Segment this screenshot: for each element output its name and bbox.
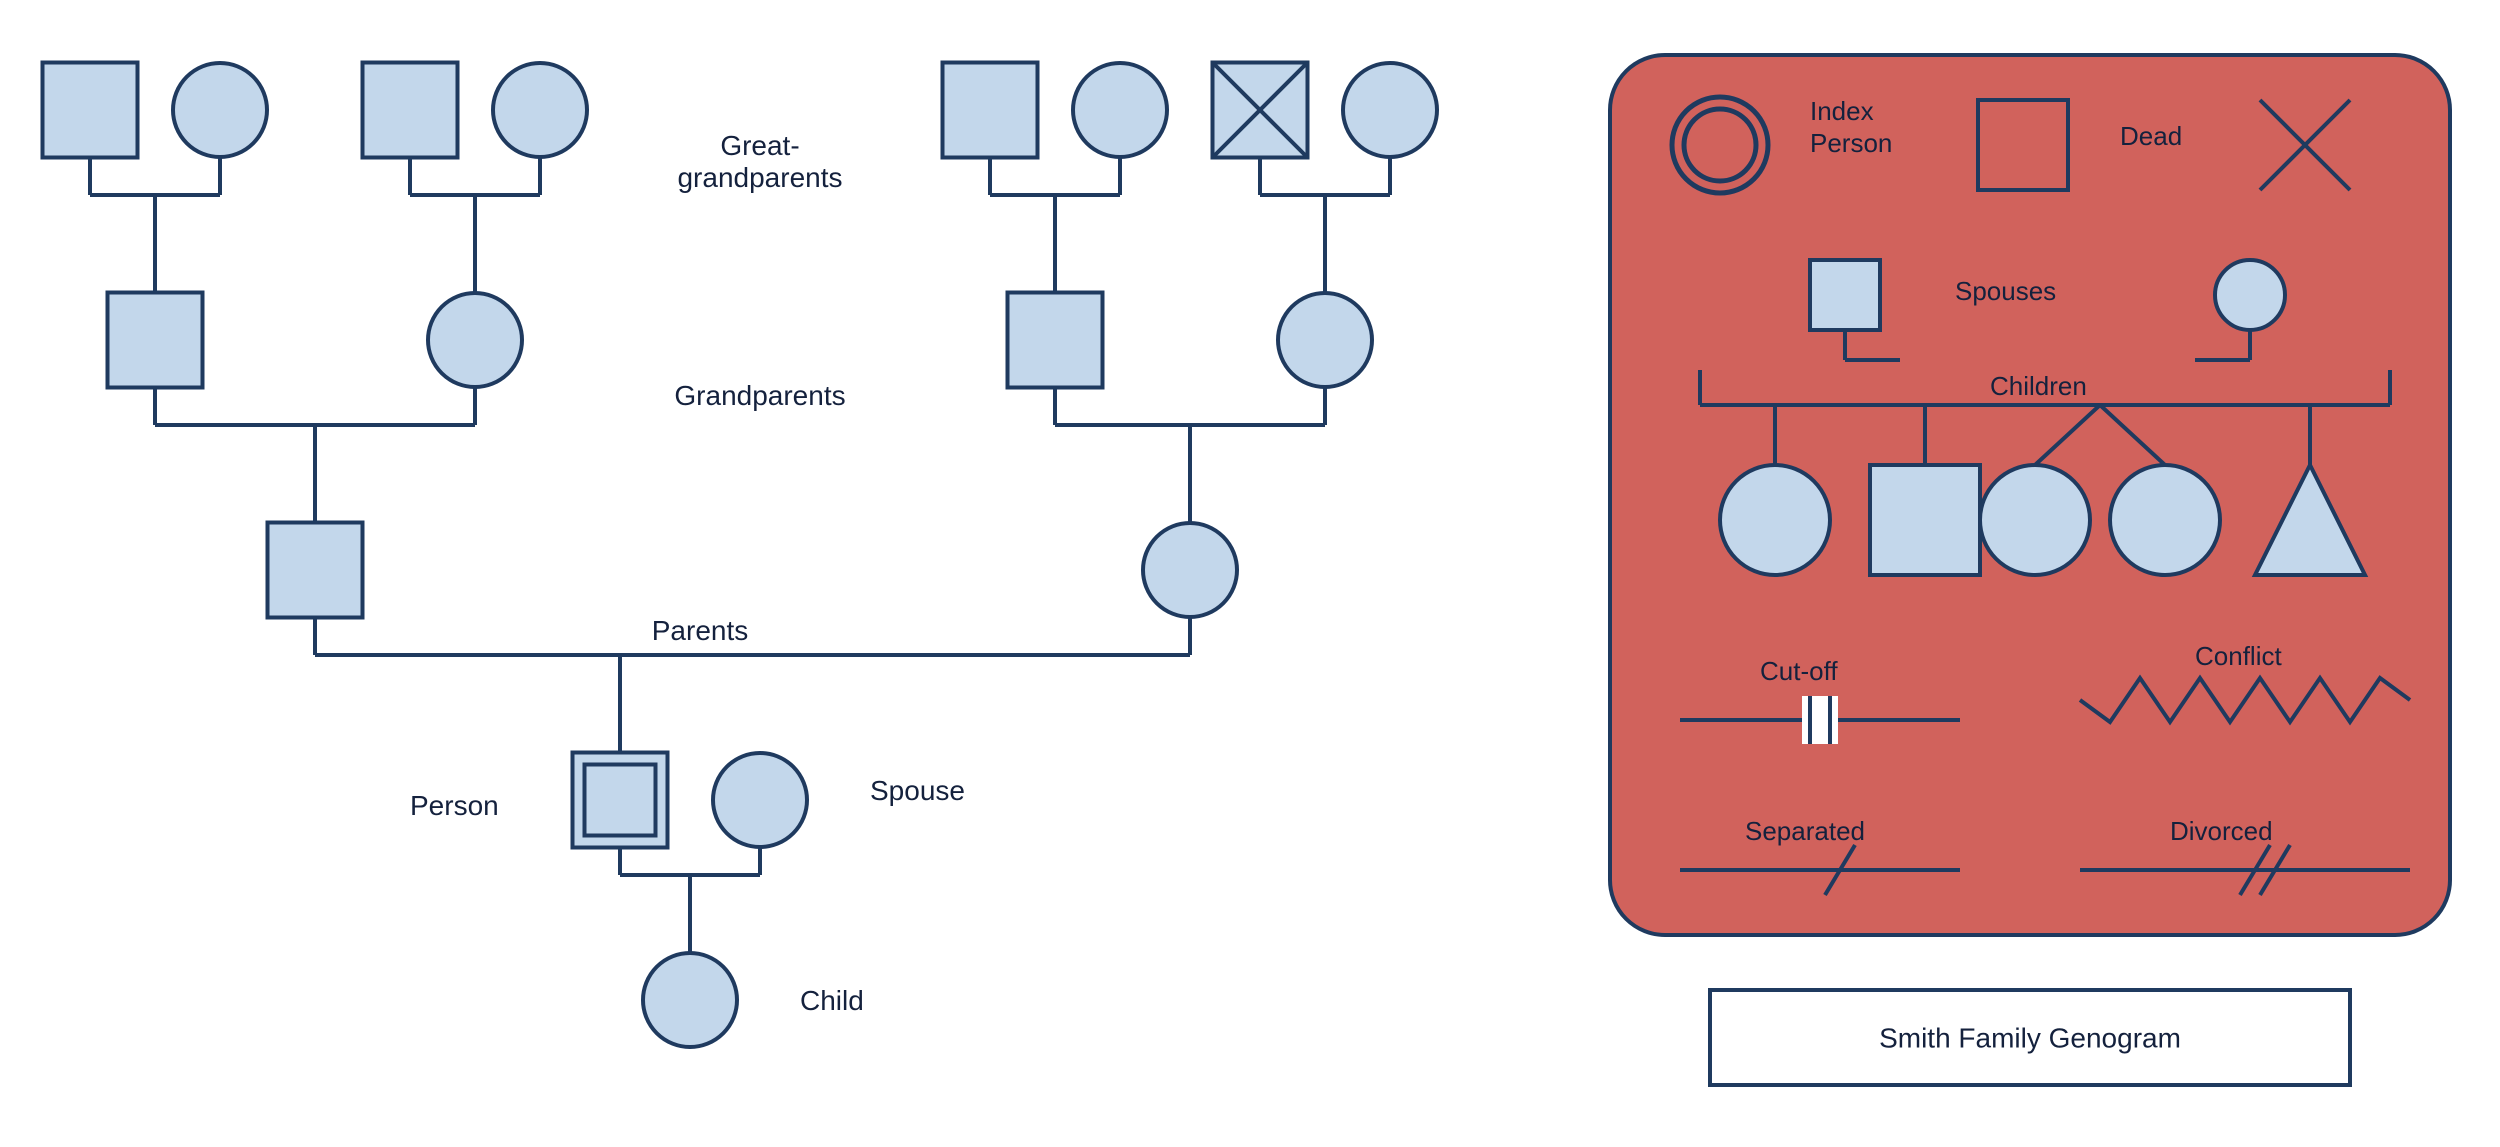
legend-label-divorced: Divorced [2170,816,2273,846]
legend-label-children: Children [1990,371,2087,401]
label-child: Child [800,985,864,1016]
female-node [1343,63,1437,157]
legend-panel: IndexPersonDeadSpousesChildrenCut-offCon… [1610,55,2450,935]
legend-label-spouses: Spouses [1955,276,2056,306]
male-node [108,293,203,388]
female-node [1278,293,1372,387]
label-parents: Parents [652,615,749,646]
female-node [713,753,807,847]
legend-label-conflict: Conflict [2195,641,2282,671]
legend-label-separated: Separated [1745,816,1865,846]
title-text: Smith Family Genogram [1879,1023,2181,1054]
female-node [1073,63,1167,157]
label-person: Person [410,790,499,821]
male-node [943,63,1038,158]
label-spouse: Spouse [870,775,965,806]
male-node [1213,63,1308,158]
label-grandparents: Grandparents [674,380,845,411]
female-node [173,63,267,157]
female-node [493,63,587,157]
female-node [643,953,737,1047]
genogram-canvas: Great-grandparentsGrandparentsParentsPer… [0,0,2500,1147]
male-node [43,63,138,158]
male-node [268,523,363,618]
female-node [428,293,522,387]
male-node [1008,293,1103,388]
legend-label-dead: Dead [2120,121,2182,151]
male-node [573,753,668,848]
female-node [1143,523,1237,617]
legend-label-cutoff: Cut-off [1760,656,1838,686]
male-node [363,63,458,158]
